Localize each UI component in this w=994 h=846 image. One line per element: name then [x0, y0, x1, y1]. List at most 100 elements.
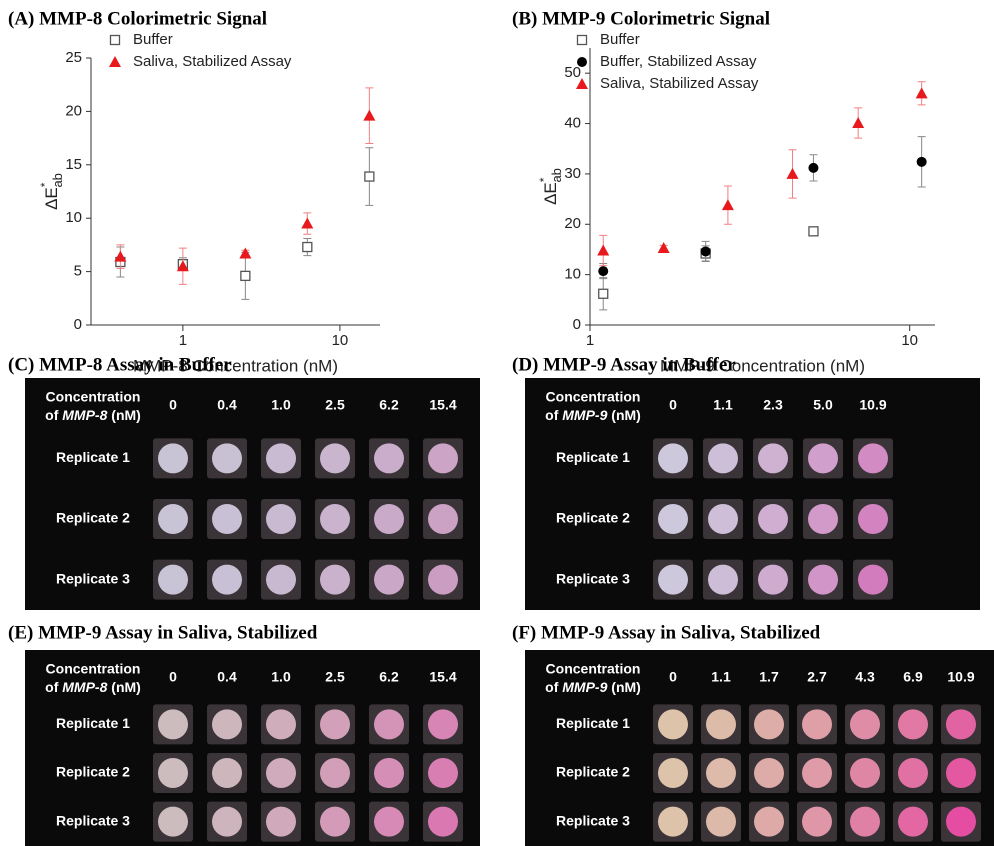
row-label: Replicate 1 [556, 449, 630, 465]
legend-label: Buffer [600, 31, 640, 48]
point [915, 87, 928, 99]
point [916, 156, 927, 167]
well-spot [266, 758, 296, 788]
y-tick-label: 0 [74, 316, 82, 333]
column-label: 6.9 [903, 669, 923, 685]
column-label: 2.5 [325, 397, 345, 413]
y-tick-label: 15 [65, 156, 82, 173]
point [597, 244, 610, 256]
row-label: Replicate 3 [556, 570, 630, 586]
panel-title: (E) MMP-9 Assay in Saliva, Stabilized [8, 622, 318, 643]
well-spot [808, 504, 838, 534]
well-spot [212, 758, 242, 788]
well-spot [158, 709, 188, 740]
well-spot [266, 806, 296, 837]
point [240, 270, 251, 282]
point [808, 162, 819, 173]
well-spot [428, 504, 458, 534]
well-spot [850, 758, 880, 788]
header-line2: of MMP-8 (nM) [45, 679, 141, 695]
point [808, 226, 819, 237]
well-spot [212, 709, 242, 740]
well-spot [754, 709, 784, 740]
column-label: 5.0 [813, 397, 833, 413]
panel-title: (D) MMP-9 Assay in Buffer [512, 354, 736, 375]
well-spot [212, 443, 242, 474]
well-spot [320, 443, 350, 474]
header-pre: of [545, 407, 562, 423]
well-spot [858, 504, 888, 534]
row-label: Replicate 1 [56, 715, 130, 731]
y-axis-label: ΔE*ab [38, 173, 65, 210]
y-label-sub: ab [549, 168, 564, 182]
well-spot [428, 758, 458, 788]
well-spot [708, 564, 738, 595]
well-spot [708, 443, 738, 474]
well-spot [320, 806, 350, 837]
header-line1: Concentration [46, 661, 141, 677]
well-spot [706, 806, 736, 837]
column-label: 1.0 [271, 669, 291, 685]
legend-label: Buffer, Stabilized Assay [600, 53, 757, 70]
well-spot [946, 709, 976, 740]
point [302, 241, 313, 253]
column-label: 10.9 [947, 669, 974, 685]
x-axis-label: MMP-9 Concentration (nM) [660, 356, 865, 375]
header-analyte: MMP-8 [62, 407, 107, 423]
point [239, 247, 252, 259]
well-spot [658, 504, 688, 534]
header-line1: Concentration [546, 661, 641, 677]
well-spot [808, 564, 838, 595]
column-label: 4.3 [855, 669, 875, 685]
well-spot [658, 806, 688, 837]
well-spot [758, 443, 788, 474]
legend-marker [576, 34, 588, 46]
well-spot [802, 709, 832, 740]
well-spot [158, 758, 188, 788]
y-tick-label: 20 [65, 102, 82, 119]
well-spot [374, 758, 404, 788]
column-label: 6.2 [379, 669, 399, 685]
row-label: Replicate 3 [556, 812, 630, 828]
header-unit: (nM) [107, 679, 140, 695]
y-label-base: ΔE [42, 187, 61, 210]
y-tick-label: 40 [564, 115, 581, 132]
row-label: Replicate 1 [56, 449, 130, 465]
column-label: 10.9 [859, 397, 886, 413]
legend-marker [577, 57, 587, 67]
point [364, 171, 375, 182]
y-tick-label: 0 [573, 316, 581, 333]
column-label: 0.4 [217, 397, 237, 413]
y-axis-label: ΔE*ab [537, 168, 564, 205]
column-label: 6.2 [379, 397, 399, 413]
well-spot [802, 758, 832, 788]
well-spot [320, 504, 350, 534]
y-tick-label: 10 [564, 266, 581, 283]
header-pre: of [545, 679, 562, 695]
header-line1: Concentration [546, 389, 641, 405]
legend-label: Buffer [133, 31, 173, 48]
well-spot [708, 504, 738, 534]
well-spot [758, 504, 788, 534]
header-pre: of [45, 407, 62, 423]
well-spot [428, 806, 458, 837]
header-line1: Concentration [46, 389, 141, 405]
x-tick-label: 1 [586, 332, 594, 349]
y-tick-label: 25 [65, 49, 82, 66]
legend-marker [576, 78, 588, 89]
legend-marker [109, 34, 121, 46]
legend-marker [109, 56, 121, 67]
well-spot [946, 806, 976, 837]
y-tick-label: 30 [564, 165, 581, 182]
point [852, 117, 865, 129]
well-spot [658, 709, 688, 740]
well-spot [706, 758, 736, 788]
well-spot [374, 443, 404, 474]
column-label: 0.4 [217, 669, 237, 685]
column-label: 1.1 [711, 669, 731, 685]
x-axis-label: MMP-8 Concentration (nM) [133, 356, 338, 375]
point [176, 260, 189, 272]
point [786, 167, 799, 179]
well-spot [374, 709, 404, 740]
point [301, 217, 314, 229]
